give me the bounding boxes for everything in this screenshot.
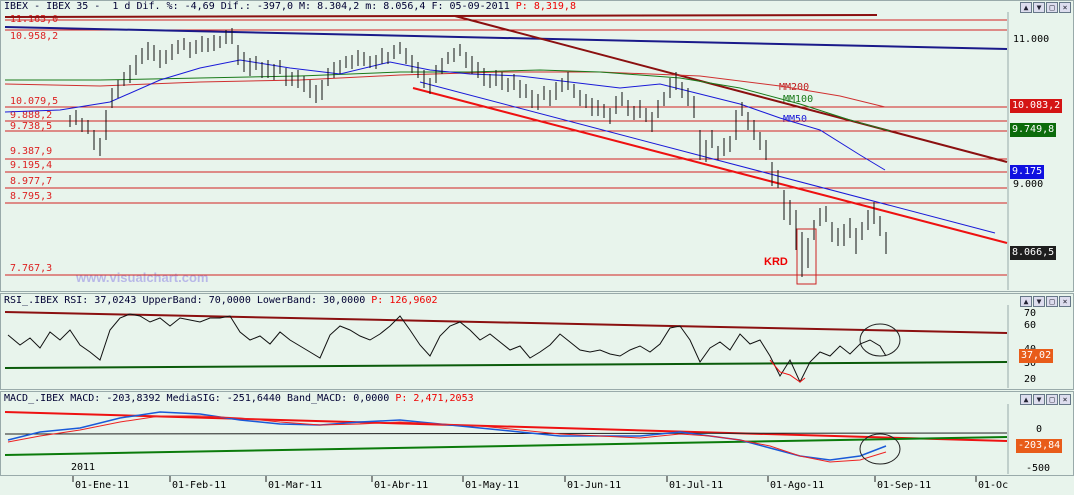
x-axis-label: 01-Oc [978,480,1009,491]
scroll-up-icon[interactable]: ▲ [1020,2,1032,13]
x-axis-label: 01-Sep-11 [877,480,932,491]
rsi-lower-line [4,361,1008,369]
price-box-ma50: 9.175 [1010,165,1045,179]
level-lines [5,19,1007,276]
level-label: 9.888,2 [10,110,53,121]
rsi-highlight-ellipse [859,323,901,357]
macd-signal-line [7,415,887,463]
rsi-upper-line [4,311,1008,334]
ma200-line [4,71,886,108]
scroll-down-icon[interactable]: ▼ [1033,394,1045,405]
macd-highlight-ellipse [859,433,901,465]
maximize-icon[interactable]: □ [1046,394,1058,405]
level-label: 7.767,3 [10,263,53,274]
channel-blue-line [419,81,996,234]
close-icon[interactable]: × [1059,296,1071,307]
year-label: 2011 [71,462,96,473]
rsi-value-box: 37,02 [1019,349,1054,363]
ma50-line [4,59,886,171]
price-axis-label: 9.000 [1013,179,1044,190]
macd-header: MACD_.IBEX MACD: -203,8392 MediaSIG: -25… [4,393,474,404]
rsi-axis-label: 30 [1024,358,1037,369]
rsi-axis-label: 70 [1024,308,1037,319]
rsi-header: RSI_.IBEX RSI: 37,0243 UpperBand: 70,000… [4,295,438,306]
macd-axis-label: -500 [1026,463,1051,474]
x-axis-ticks [72,476,977,482]
rsi-axis-label: 60 [1024,320,1037,331]
top-resistance-line [4,14,878,18]
channel-red-line [412,87,1008,244]
rsi-red-overlay [769,359,806,383]
scroll-down-icon[interactable]: ▼ [1033,296,1045,307]
x-axis-label: 01-Ene-11 [75,480,130,491]
level-label: 10.958,2 [10,31,59,42]
x-axis-label: 01-Jul-11 [669,480,724,491]
scroll-down-icon[interactable]: ▼ [1033,2,1045,13]
krd-label: KRD [764,256,788,268]
maximize-icon[interactable]: □ [1046,296,1058,307]
level-label: 10.079,5 [10,96,59,107]
macd-window-buttons: ▲ ▼ □ × [1020,394,1071,405]
rsi-line [7,313,887,384]
ma50-label: MM50 [783,114,808,125]
close-icon[interactable]: × [1059,394,1071,405]
level-label: 9.738,5 [10,121,53,132]
macd-value-box: -203,84 [1016,439,1063,453]
krd-box [796,228,817,285]
macd-zero-line [4,432,1008,435]
ma200-label: MM200 [779,82,810,93]
maximize-icon[interactable]: □ [1046,2,1058,13]
downtrend-line [454,15,1008,163]
price-box-ma200: 10.083,2 [1010,99,1063,113]
level-label: 9.387,9 [10,146,53,157]
ma100-line [5,69,891,132]
scroll-up-icon[interactable]: ▲ [1020,296,1032,307]
x-axis-label: 01-May-11 [465,480,520,491]
macd-lower-line [4,436,1008,456]
x-axis-label: 01-Jun-11 [567,480,622,491]
price-window-buttons: ▲ ▼ □ × [1020,2,1071,13]
rsi-axis-label: 20 [1024,374,1037,385]
x-axis-label: 01-Mar-11 [268,480,323,491]
x-axis-label: 01-Ago-11 [770,480,825,491]
rsi-window-buttons: ▲ ▼ □ × [1020,296,1071,307]
price-bars [69,28,887,277]
x-axis-label: 01-Feb-11 [172,480,227,491]
level-label: 8.795,3 [10,191,53,202]
macd-axis-label: 0 [1036,424,1043,435]
price-box-last: 8.066,5 [1010,246,1057,260]
watermark: www.visualchart.com [76,270,209,285]
macd-upper-line [4,411,1008,442]
level-label: 9.195,4 [10,160,53,171]
ma100-label: MM100 [783,94,814,105]
macd-line [7,411,887,461]
x-axis-label: 01-Abr-11 [374,480,429,491]
blue-long-line [4,26,1008,50]
price-box-ma100: 9.749,8 [1010,123,1057,137]
level-label: 8.977,7 [10,176,53,187]
price-axis-label: 11.000 [1013,34,1050,45]
close-icon[interactable]: × [1059,2,1071,13]
price-header: IBEX - IBEX 35 - 1 d Dif. %: -4,69 Dif.:… [4,1,576,12]
scroll-up-icon[interactable]: ▲ [1020,394,1032,405]
